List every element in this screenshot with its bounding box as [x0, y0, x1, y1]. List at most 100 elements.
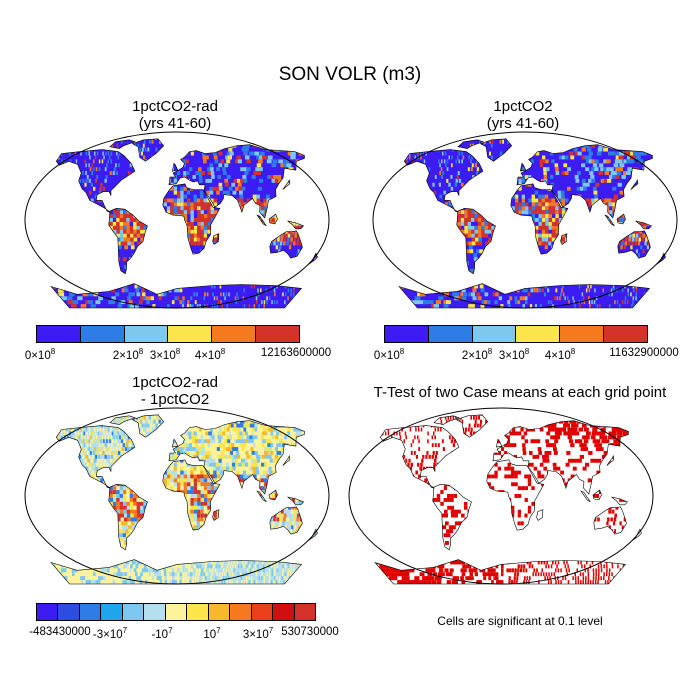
grid-cell [95, 415, 97, 420]
grid-cell [259, 470, 264, 475]
grid-cell [309, 272, 311, 277]
grid-cell [80, 451, 83, 455]
grid-cell [276, 427, 282, 432]
grid-cell [140, 296, 144, 301]
grid-cell [444, 202, 448, 207]
grid-cell [234, 159, 239, 164]
grid-cell [477, 214, 482, 218]
grid-cell [603, 167, 608, 172]
grid-cell [270, 408, 276, 412]
grid-cell [225, 431, 230, 436]
grid-cell [555, 214, 559, 218]
grid-cell [225, 155, 230, 160]
grid-cell [112, 214, 117, 218]
grid-cell [538, 202, 542, 207]
grid-cell [177, 210, 181, 215]
grid-cell [141, 415, 143, 420]
grid-cell [273, 443, 278, 448]
grid-cell [194, 435, 198, 440]
grid-cell [642, 249, 645, 254]
grid-cell [182, 163, 186, 168]
grid-cell [581, 155, 586, 160]
grid-cell [190, 202, 194, 207]
grid-cell [247, 431, 253, 436]
grid-cell [553, 296, 556, 301]
grid-cell [211, 435, 216, 440]
grid-cell [522, 288, 525, 293]
grid-cell [179, 300, 182, 305]
grid-cell [120, 408, 122, 412]
grid-cell [467, 222, 471, 226]
grid-cell [260, 206, 265, 211]
grid-cell [531, 214, 536, 218]
grid-cell [261, 414, 267, 416]
grid-cell [47, 439, 49, 443]
grid-cell [286, 163, 292, 168]
grid-cell [225, 190, 230, 195]
grid-cell [183, 194, 187, 199]
grid-cell [480, 288, 485, 293]
grid-cell [240, 178, 245, 183]
grid-cell [515, 194, 519, 199]
grid-cell [231, 462, 236, 467]
grid-cell [507, 300, 511, 305]
grid-cell [52, 435, 54, 440]
grid-cell [271, 447, 277, 451]
grid-cell [266, 143, 272, 148]
grid-cell [246, 474, 251, 479]
grid-cell [135, 288, 140, 293]
grid-cell [156, 415, 159, 420]
grid-cell [63, 423, 66, 428]
grid-cell [116, 214, 120, 218]
grid-cell [226, 151, 231, 156]
grid-cell [115, 439, 117, 444]
grid-cell [266, 415, 272, 420]
grid-cell [180, 447, 184, 451]
grid-cell [544, 198, 549, 203]
grid-cell [186, 466, 191, 471]
grid-cell [71, 427, 74, 432]
grid-cell [582, 296, 585, 301]
grid-cell [186, 462, 191, 467]
grid-cell [193, 225, 198, 230]
grid-cell [531, 198, 535, 203]
grid-cell [183, 186, 187, 191]
grid-cell [242, 451, 247, 455]
grid-cell [204, 292, 206, 297]
grid-cell [315, 454, 318, 459]
grid-cell [399, 276, 404, 281]
grid-cell [97, 458, 100, 463]
grid-cell [124, 451, 127, 455]
grid-cell [182, 159, 186, 164]
grid-cell [105, 427, 107, 432]
grid-cell [236, 155, 241, 160]
grid-cell [289, 280, 292, 285]
grid-cell [528, 175, 532, 179]
grid-cell [211, 175, 215, 179]
grid-cell [631, 304, 633, 308]
grid-cell [213, 427, 217, 432]
grid-cell [428, 167, 431, 172]
grid-cell [209, 163, 214, 168]
grid-cell [133, 225, 137, 230]
grid-cell [96, 408, 98, 412]
grid-cell [468, 304, 473, 308]
grid-cell [100, 447, 103, 451]
grid-cell [136, 292, 141, 297]
grid-cell [216, 443, 220, 448]
grid-cell [603, 147, 608, 152]
grid-cell [233, 178, 238, 183]
grid-cell [181, 304, 185, 308]
grid-cell [588, 198, 592, 203]
grid-cell [125, 447, 128, 451]
grid-cell [200, 202, 204, 207]
grid-cell [590, 175, 595, 179]
grid-cell [109, 486, 113, 491]
grid-cell [484, 300, 488, 305]
grid-cell [98, 454, 101, 459]
grid-cell [203, 486, 208, 491]
grid-cell [218, 163, 223, 168]
grid-cell [548, 210, 552, 215]
grid-cell [525, 288, 528, 293]
grid-cell [652, 280, 654, 285]
